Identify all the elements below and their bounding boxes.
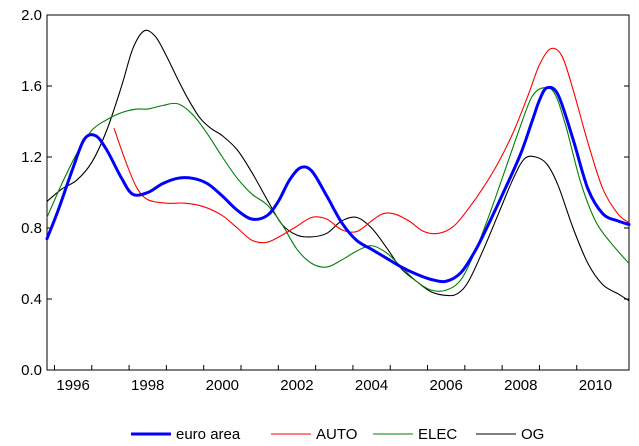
y-tick-label: 0.8 (21, 220, 42, 237)
legend-label: OG (521, 426, 544, 443)
x-tick-label: 1998 (131, 377, 164, 394)
y-tick-label: 1.6 (21, 78, 42, 95)
x-tick-label: 2004 (355, 377, 388, 394)
series-line-og (46, 29, 630, 302)
legend: euro area AUTO ELEC OG (131, 426, 544, 443)
y-tick-label: 1.2 (21, 149, 42, 166)
series-layer (45, 29, 631, 302)
y-tick-label: 2.0 (21, 7, 42, 24)
axes: 0.0 0.4 0.8 1.2 1.6 2.0 1996 1998 2000 2002 2004 20… (21, 7, 629, 394)
y-tick-label: 0.4 (21, 291, 42, 308)
x-tick-label: 1996 (56, 377, 89, 394)
x-tick-label: 2000 (206, 377, 239, 394)
series-line-euro-area (45, 85, 631, 284)
series-line-auto (113, 47, 630, 244)
legend-label: euro area (176, 426, 241, 443)
x-tick-label: 2010 (579, 377, 612, 394)
legend-label: AUTO (316, 426, 357, 443)
y-tick-label: 0.0 (21, 362, 42, 379)
x-tick-label: 2006 (430, 377, 463, 394)
plot-frame (46, 14, 630, 371)
x-tick-label: 2008 (504, 377, 537, 394)
x-tick-label: 2002 (280, 377, 313, 394)
legend-label: ELEC (418, 426, 457, 443)
series-line-elec (46, 86, 630, 292)
